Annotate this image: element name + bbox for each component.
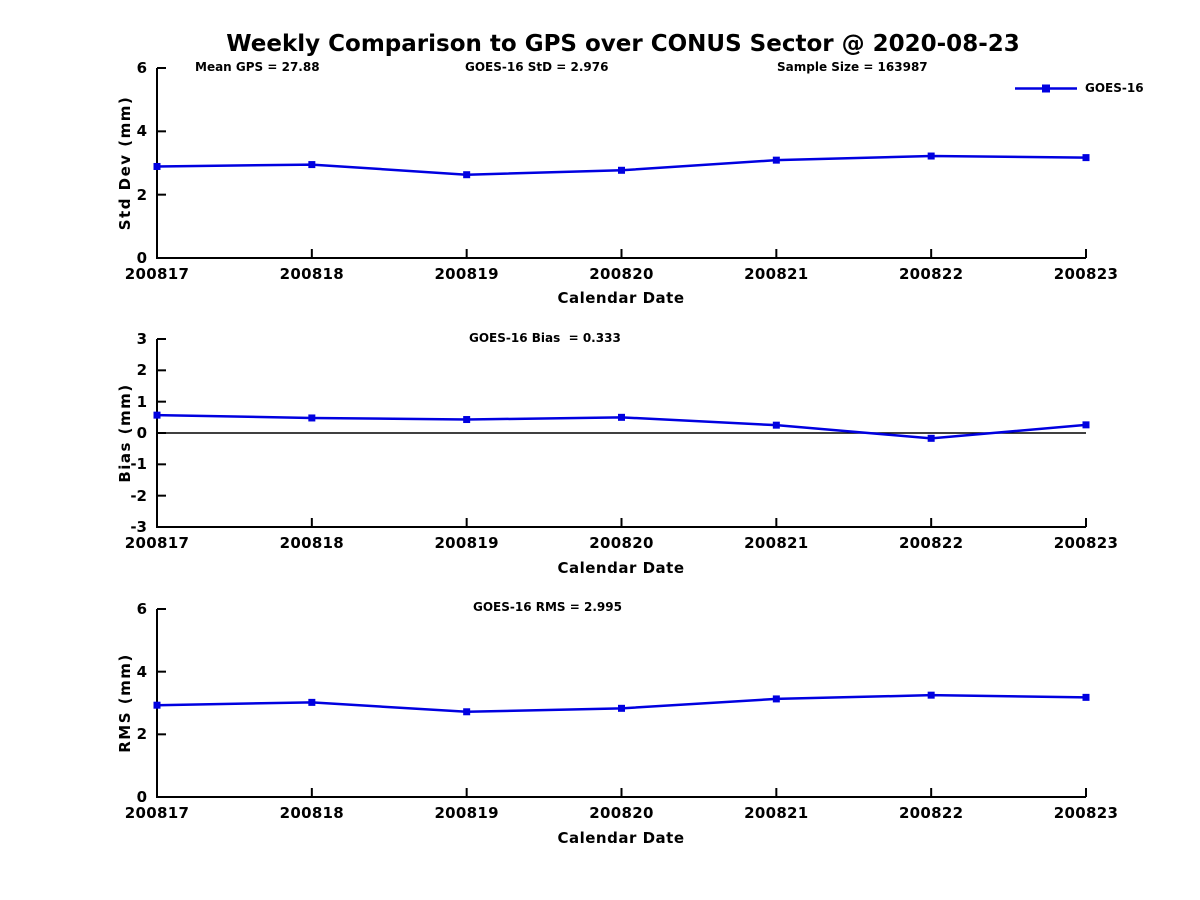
mean-gps-annotation: Mean GPS = 27.88 [195,60,320,74]
std-dev-x-tick-label: 200819 [434,265,499,283]
rms-y-axis-label: RMS (mm) [116,653,134,753]
legend-marker-icon [1042,84,1050,93]
std-dev-x-tick-label: 200818 [279,265,345,283]
bias-x-tick-label: 200818 [279,534,345,552]
bias-marker-GOES-16 [308,414,316,422]
std-dev-y-tick-label: 6 [136,59,147,77]
rms-y-tick-label: 4 [136,662,147,681]
bias-marker-GOES-16 [1082,421,1090,429]
std-dev-marker-GOES-16 [308,161,316,169]
rms-y-tick-label: 2 [136,725,147,744]
rms-marker-GOES-16 [308,698,316,706]
bias-y-tick-label: 0 [136,424,147,442]
bias-y-tick-label: -2 [130,486,147,505]
bias-stat-annotation: GOES-16 Bias = 0.333 [469,331,621,345]
std-dev-x-tick-label: 200817 [124,265,190,283]
bias-marker-GOES-16 [463,416,471,424]
stddev-stat-annotation: GOES-16 StD = 2.976 [465,60,609,74]
std-dev-x-tick-label: 200823 [1053,265,1119,283]
rms-x-tick-label: 200817 [124,804,190,822]
bias-x-tick-label: 200819 [434,534,499,552]
std-dev-axes [156,68,1086,259]
rms-x-tick-label: 200822 [898,804,964,822]
bias-y-tick-label: -1 [130,455,147,474]
std-dev-marker-GOES-16 [463,171,471,179]
std-dev-y-tick-label: 2 [136,185,147,204]
rms-marker-GOES-16 [463,708,471,716]
rms-marker-GOES-16 [927,691,935,699]
bias-marker-GOES-16 [153,411,161,419]
rms-marker-GOES-16 [618,704,625,712]
bias-marker-GOES-16 [618,413,625,421]
rms-x-tick-label: 200823 [1053,804,1119,822]
bias-marker-GOES-16 [772,421,780,429]
rms-marker-GOES-16 [1082,693,1090,701]
bias-y-tick-label: 1 [136,392,147,411]
std-dev-marker-GOES-16 [927,152,935,160]
bias-x-tick-label: 200821 [744,534,809,552]
rms-x-tick-label: 200821 [744,804,809,822]
rms-marker-GOES-16 [772,695,780,703]
figure-title: Weekly Comparison to GPS over CONUS Sect… [226,31,1020,57]
rms-x-tick-label: 200820 [589,804,654,822]
std-dev-x-tick-label: 200820 [589,265,654,283]
bias-x-axis-label: Calendar Date [557,559,685,577]
std-dev-marker-GOES-16 [618,166,625,174]
bias-y-tick-label: 3 [136,330,147,348]
bias-x-tick-label: 200822 [898,534,964,552]
rms-stat-annotation: GOES-16 RMS = 2.995 [473,600,622,614]
rms-x-axis-label: Calendar Date [557,829,685,847]
sample-size-annotation: Sample Size = 163987 [777,60,928,74]
std-dev-x-tick-label: 200821 [744,265,809,283]
bias-x-tick-label: 200820 [589,534,654,552]
rms-x-tick-label: 200819 [434,804,499,822]
rms-y-tick-label: 6 [136,600,147,618]
std-dev-y-tick-label: 4 [136,122,147,141]
std-dev-marker-GOES-16 [153,162,161,170]
rms-y-tick-label: 0 [136,788,147,806]
legend-entry-goes16: GOES-16 [1085,81,1144,95]
rms-x-tick-label: 200818 [279,804,345,822]
std-dev-y-tick-label: 0 [136,249,147,267]
bias-y-tick-label: 2 [136,361,147,380]
stddev-y-axis-label: Std Dev (mm) [116,95,134,231]
stddev-x-axis-label: Calendar Date [557,289,685,307]
bias-y-tick-label: -3 [130,518,147,536]
std-dev-marker-GOES-16 [1082,154,1090,162]
bias-x-tick-label: 200823 [1053,534,1119,552]
bias-marker-GOES-16 [927,434,935,442]
std-dev-marker-GOES-16 [772,156,780,164]
bias-x-tick-label: 200817 [124,534,190,552]
std-dev-x-tick-label: 200822 [898,265,964,283]
rms-marker-GOES-16 [153,701,161,709]
